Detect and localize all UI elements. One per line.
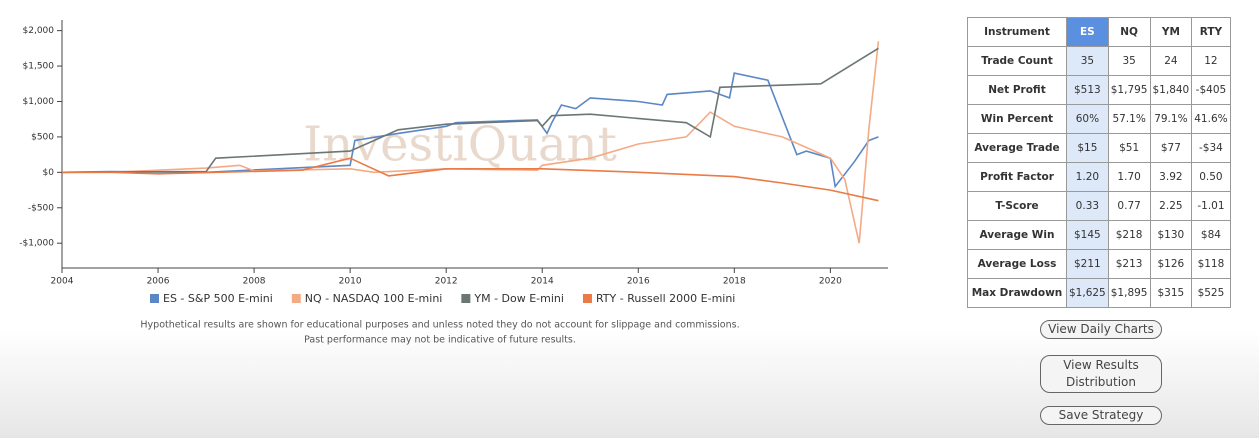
row-label: Average Loss — [967, 249, 1067, 279]
column-header: RTY — [1191, 17, 1231, 47]
cell: $211 — [1066, 249, 1109, 279]
cell: $1,795 — [1107, 75, 1151, 105]
row-label: T-Score — [967, 191, 1067, 221]
cell: $84 — [1191, 220, 1231, 250]
cell: -$405 — [1191, 75, 1231, 105]
x-tick-label: 2008 — [243, 277, 266, 287]
cell: $77 — [1149, 133, 1193, 163]
button[interactable]: View Daily Charts — [1040, 320, 1162, 339]
cell: $1,840 — [1149, 75, 1193, 105]
cell: 1.20 — [1066, 162, 1109, 192]
cell: -1.01 — [1191, 191, 1231, 221]
column-header: ES — [1066, 17, 1109, 47]
y-tick-label: $2,000 — [23, 26, 55, 36]
cell: $126 — [1149, 249, 1193, 279]
legend-swatch — [150, 294, 159, 303]
cell: $1,895 — [1107, 278, 1151, 308]
legend-swatch — [582, 294, 592, 303]
column-header: Instrument — [967, 17, 1067, 47]
x-tick-label: 2010 — [339, 277, 362, 287]
y-tick-label: -$500 — [28, 203, 54, 213]
button[interactable]: View Results Distribution — [1040, 355, 1162, 393]
x-tick-label: 2014 — [531, 277, 554, 287]
cell: $15 — [1066, 133, 1109, 163]
cell: 35 — [1066, 46, 1109, 76]
series-line — [62, 157, 879, 202]
cell: 12 — [1191, 46, 1231, 76]
cell: 2.25 — [1149, 191, 1193, 221]
cell: -$34 — [1191, 133, 1231, 163]
cell: $218 — [1107, 220, 1151, 250]
x-tick-label: 2016 — [627, 277, 650, 287]
cell: $130 — [1149, 220, 1193, 250]
row-label: Profit Factor — [967, 162, 1067, 192]
button[interactable]: Save Strategy — [1040, 406, 1162, 425]
watermark: InvestiQuant — [303, 117, 617, 173]
cell: 1.70 — [1107, 162, 1151, 192]
table-row: T-Score 0.33 0.77 2.25 -1.01 — [967, 191, 1231, 221]
legend-label: YM - Dow E-mini — [473, 292, 564, 305]
y-tick-label: $1,000 — [23, 97, 55, 107]
cell: 60% — [1066, 104, 1109, 134]
row-label: Average Win — [967, 220, 1067, 250]
y-tick-label: $1,500 — [23, 62, 55, 72]
table-row: Average Loss $211 $213 $126 $118 — [967, 249, 1231, 279]
y-tick-label: $0 — [43, 168, 55, 178]
y-tick-label: $500 — [31, 132, 54, 142]
cell: 3.92 — [1149, 162, 1193, 192]
cell: $213 — [1107, 249, 1151, 279]
stats-table: Instrument ES NQ YM RTY Trade Count 35 35 24 12 Ne… — [967, 17, 1231, 308]
x-tick-label: 2020 — [819, 277, 842, 287]
row-label: Average Trade — [967, 133, 1067, 163]
row-label: Trade Count — [967, 46, 1067, 76]
x-tick-label: 2004 — [51, 277, 74, 287]
cell: $1,625 — [1066, 278, 1109, 308]
legend-label: NQ - NASDAQ 100 E-mini — [305, 292, 443, 305]
table-row: Trade Count 35 35 24 12 — [967, 46, 1231, 76]
cell: 79.1% — [1149, 104, 1193, 134]
x-tick-label: 2006 — [147, 277, 170, 287]
column-header: YM — [1149, 17, 1193, 47]
series-line — [61, 47, 879, 174]
cell: 0.33 — [1066, 191, 1109, 221]
table-row: Max Drawdown $1,625 $1,895 $315 $525 — [967, 278, 1231, 308]
cell: 0.50 — [1191, 162, 1231, 192]
cell: 0.77 — [1107, 191, 1151, 221]
cell: 41.6% — [1191, 104, 1231, 134]
chart: InvestiQuant $2,000 $1,500 $1,000 $500 $0 -$5… — [19, 20, 888, 346]
footnote: Hypothetical results are shown for educa… — [140, 320, 739, 331]
table-row: Profit Factor 1.20 1.70 3.92 0.50 — [967, 162, 1231, 192]
y-tick-label: -$1,000 — [19, 239, 54, 249]
legend-swatch — [461, 294, 471, 303]
table-row: Average Trade $15 $51 $77 -$34 — [967, 133, 1231, 163]
table-row: Average Win $145 $218 $130 $84 — [967, 220, 1231, 250]
x-tick-label: 2012 — [435, 277, 458, 287]
row-label: Max Drawdown — [967, 278, 1067, 308]
cell: $118 — [1191, 249, 1231, 279]
cell: $51 — [1107, 133, 1151, 163]
cell: $513 — [1066, 75, 1109, 105]
x-tick-label: 2018 — [723, 277, 746, 287]
cell: $525 — [1191, 278, 1231, 308]
cell: 57.1% — [1107, 104, 1151, 134]
legend-label: RTY - Russell 2000 E-mini — [596, 292, 735, 305]
table-row: Win Percent 60% 57.1% 79.1% 41.6% — [967, 104, 1231, 134]
footnote: Past performance may not be indicative o… — [304, 335, 576, 346]
series-line — [62, 41, 880, 244]
row-label: Net Profit — [967, 75, 1067, 105]
cell: 24 — [1149, 46, 1193, 76]
cell: 35 — [1107, 46, 1151, 76]
row-label: Win Percent — [967, 104, 1067, 134]
column-header: NQ — [1107, 17, 1151, 47]
cell: $315 — [1149, 278, 1193, 308]
legend-swatch — [291, 294, 301, 303]
legend-label: ES - S&P 500 E-mini — [163, 292, 273, 305]
cell: $145 — [1066, 220, 1109, 250]
table-row: Net Profit $513 $1,795 $1,840 -$405 — [967, 75, 1231, 105]
